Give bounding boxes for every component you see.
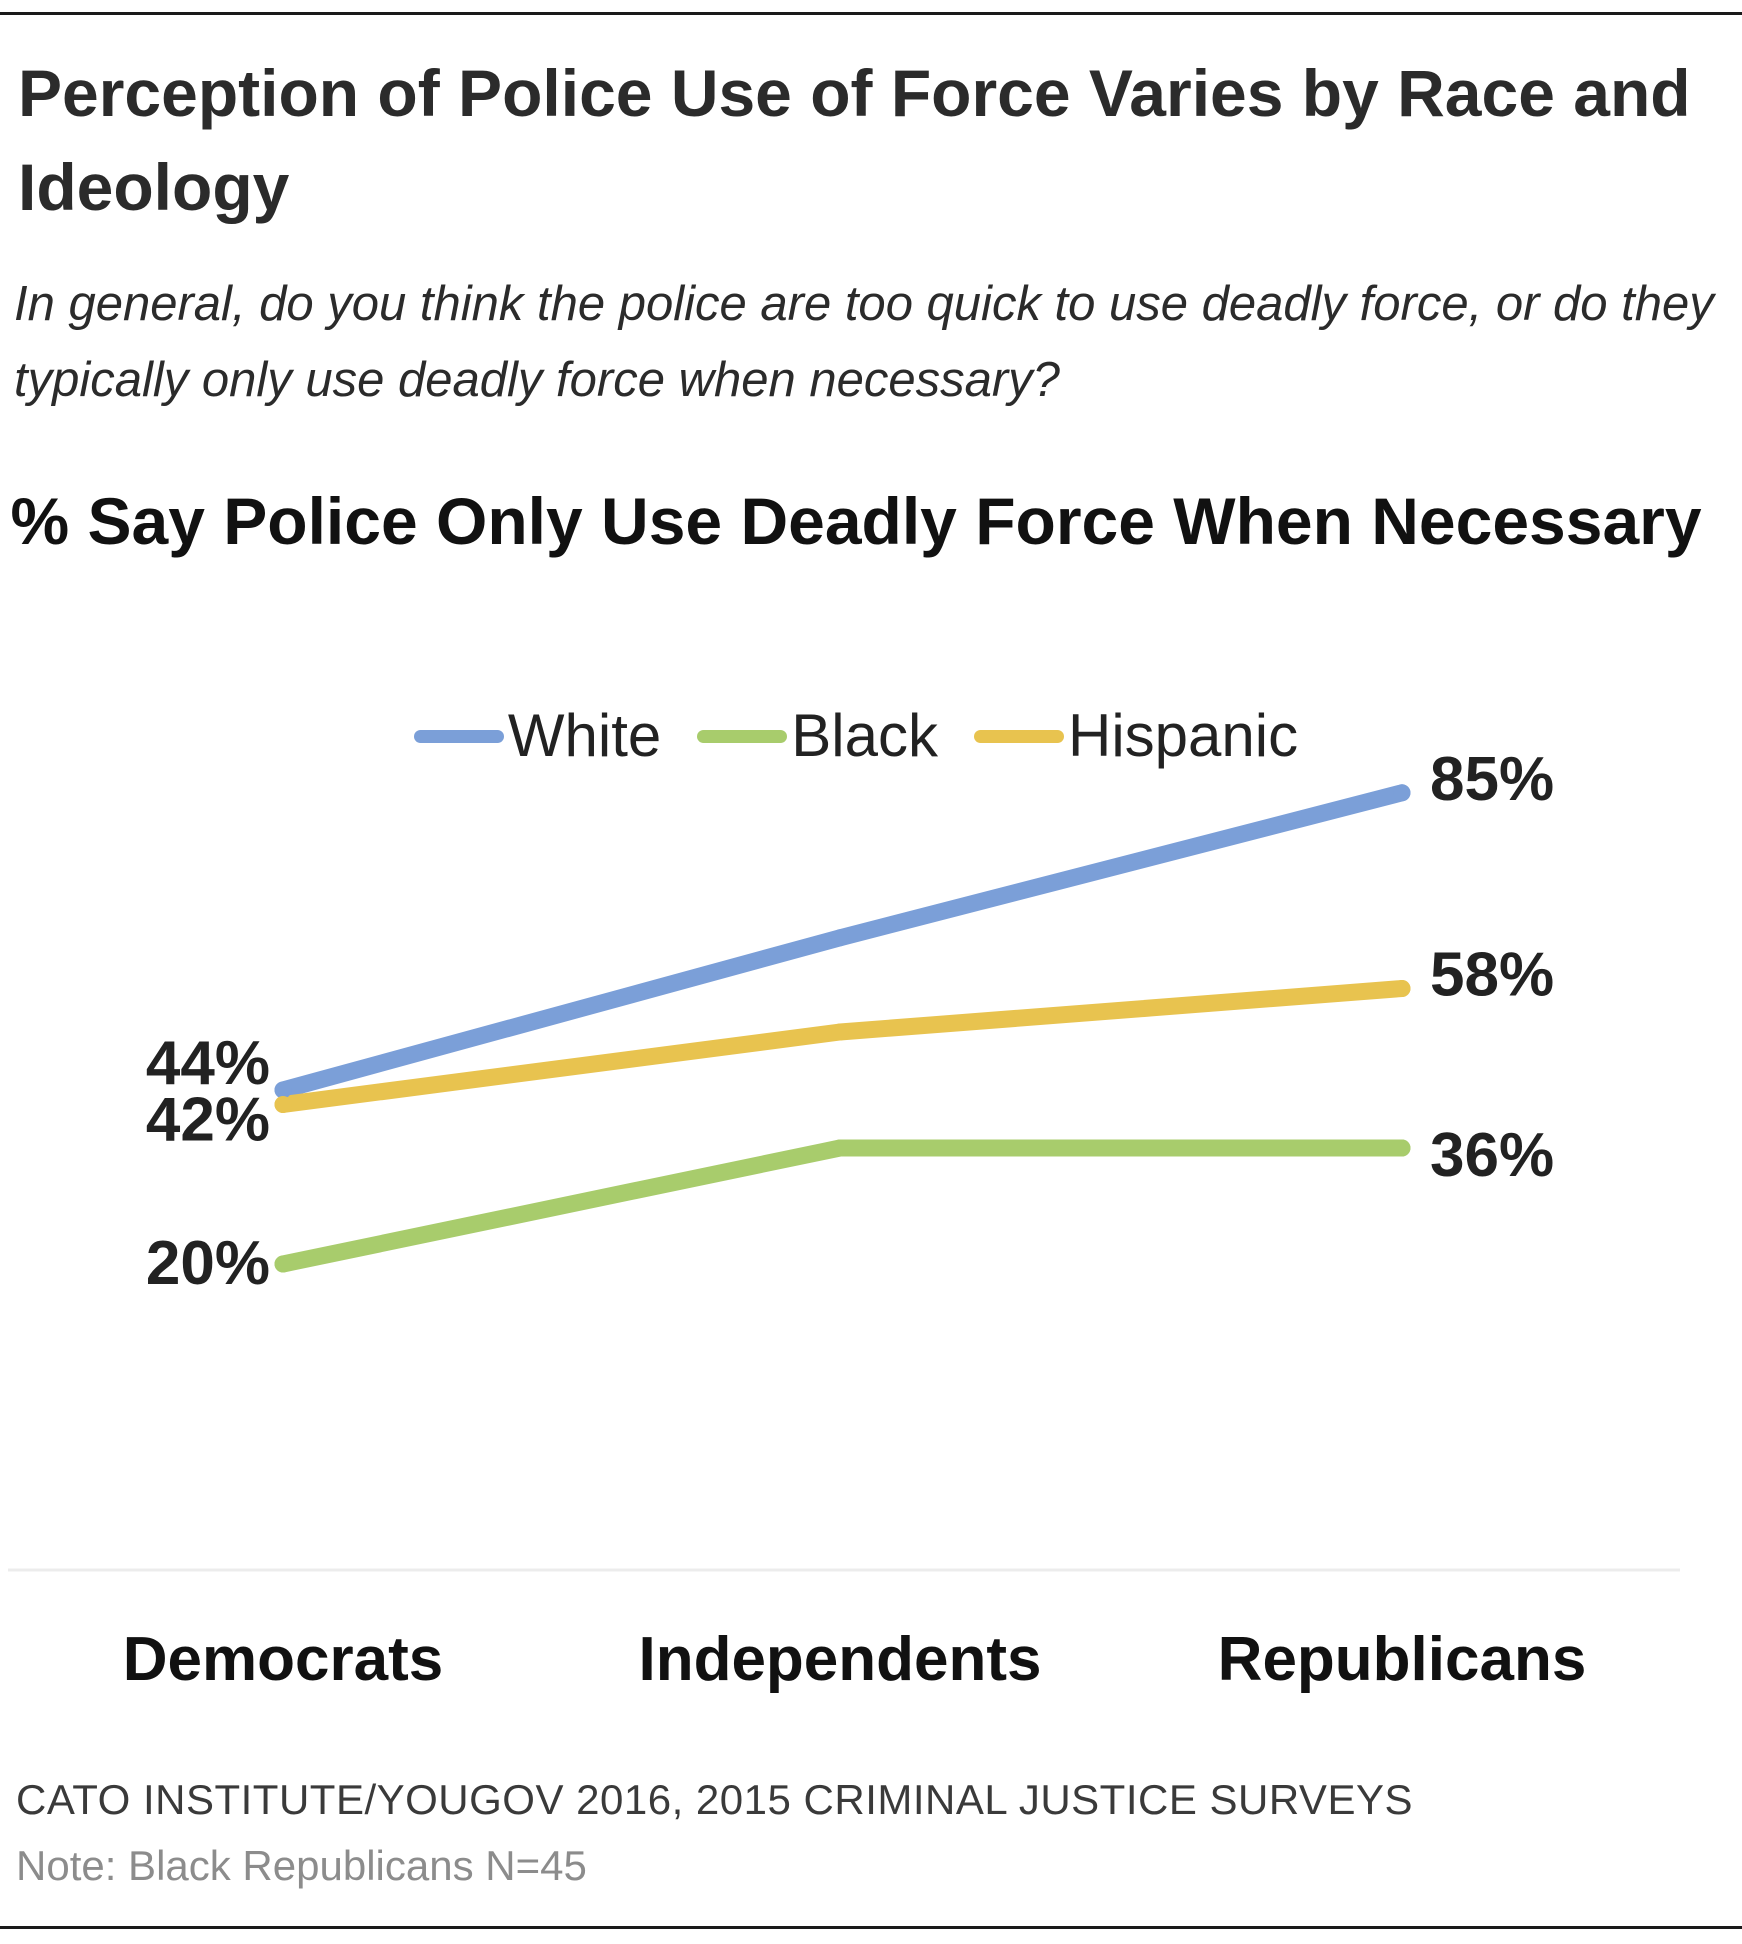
data-point-black-democrats	[274, 1255, 292, 1273]
chart-title: % Say Police Only Use Deadly Force When …	[10, 484, 1702, 558]
top-rule	[0, 12, 1742, 15]
legend-label-hispanic: Hispanic	[1067, 702, 1299, 769]
bottom-rule	[0, 1926, 1742, 1929]
x-tick-label-republicans: Republicans	[1218, 1625, 1587, 1694]
legend-swatch-hispanic	[973, 729, 1064, 743]
data-point-hispanic-republicans	[1393, 980, 1411, 997]
source-citation: CATO INSTITUTE/YOUGOV 2016, 2015 CRIMINA…	[16, 1776, 1413, 1823]
legend-item-white: White	[413, 698, 662, 774]
legend-item-black: Black	[697, 698, 938, 774]
data-label-hispanic-democrats: 42%	[146, 1086, 270, 1155]
data-label-white-republicans: 85%	[1430, 745, 1554, 814]
legend-swatch-black	[697, 729, 788, 743]
data-point-white-independents	[831, 929, 849, 947]
page-title: Perception of Police Use of Force Varies…	[18, 56, 1691, 224]
legend-swatch-white	[413, 729, 504, 743]
sample-note: Note: Black Republicans N=45	[16, 1842, 587, 1889]
x-tick-label-independents: Independents	[638, 1625, 1041, 1694]
data-point-hispanic-democrats	[274, 1096, 292, 1113]
data-point-black-republicans	[1393, 1139, 1411, 1157]
x-tick-label-democrats: Democrats	[123, 1625, 443, 1694]
data-label-black-republicans: 36%	[1430, 1121, 1554, 1190]
legend-item-hispanic: Hispanic	[973, 698, 1299, 774]
data-label-hispanic-republicans: 58%	[1430, 941, 1554, 1010]
data-point-white-republicans	[1393, 784, 1411, 802]
series-line-black	[274, 1139, 1411, 1273]
data-point-white-democrats	[274, 1081, 292, 1099]
legend-label-black: Black	[791, 702, 938, 769]
data-point-black-independents	[831, 1139, 849, 1157]
data-label-white-democrats: 44%	[146, 1029, 270, 1098]
chart-legend: White Black Hispanic	[0, 698, 1712, 774]
survey-question: In general, do you think the police are …	[14, 277, 1714, 407]
legend-label-white: White	[507, 702, 662, 769]
data-point-hispanic-independents	[831, 1023, 849, 1041]
data-label-black-democrats: 20%	[146, 1229, 270, 1298]
